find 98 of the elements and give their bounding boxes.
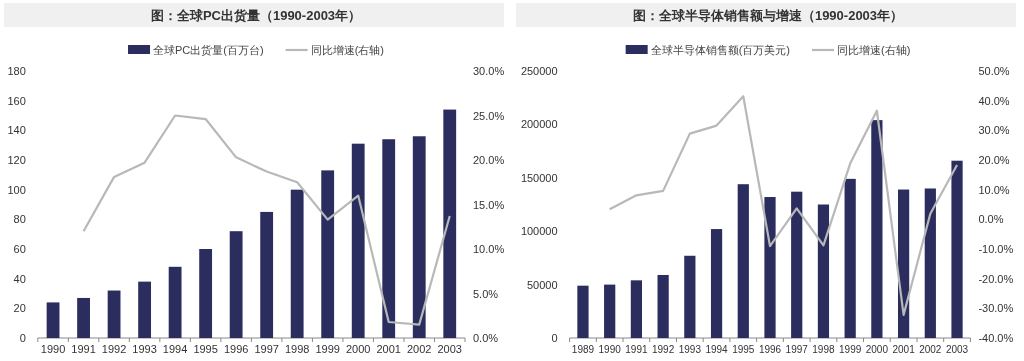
legend-label: 同比增速(右轴) [310, 44, 384, 56]
x-tick-label: 1997 [254, 343, 279, 355]
y-tick-label: 180 [7, 65, 26, 77]
bar [412, 136, 426, 338]
x-tick-label: 1994 [162, 343, 188, 355]
y-tick-label: 250000 [520, 65, 558, 77]
bar [577, 285, 589, 338]
y-tick-label: 60 [13, 243, 26, 255]
x-tick-label: 2003 [945, 344, 969, 355]
bar [46, 302, 60, 338]
bar [630, 280, 643, 338]
x-tick-label: 1997 [785, 344, 809, 355]
y2-tick-label: -40.0% [978, 332, 1014, 344]
y2-tick-label: -30.0% [978, 302, 1014, 315]
x-tick-label: 1999 [839, 344, 862, 355]
y2-tick-label: 40.0% [978, 94, 1010, 107]
bar [382, 139, 396, 338]
y-tick-label: 80 [13, 213, 26, 226]
x-tick-label: 2000 [865, 344, 889, 355]
y-tick-label: 100000 [520, 225, 558, 238]
x-tick-label: 1992 [651, 344, 675, 355]
y2-tick-label: 25.0% [473, 109, 505, 122]
x-tick-label: 2000 [345, 343, 371, 355]
bar [817, 204, 830, 338]
bar [168, 266, 182, 338]
y2-tick-label: 30.0% [978, 124, 1010, 137]
y2-tick-label: 20.0% [473, 154, 505, 166]
x-tick-label: 2001 [376, 343, 401, 355]
bar [871, 120, 883, 338]
bar [924, 188, 936, 338]
bar [77, 297, 90, 338]
x-tick-label: 1998 [284, 343, 310, 355]
line-series [608, 95, 959, 316]
bar [260, 211, 274, 338]
bar [199, 249, 213, 338]
x-tick-label: 1999 [315, 343, 340, 355]
bar [138, 281, 152, 338]
x-tick-label: 1993 [132, 343, 157, 355]
y-tick-label: 0 [551, 332, 558, 344]
legend-label: 全球半导体销售额(百万美元) [650, 44, 790, 56]
y-tick-label: 150000 [520, 171, 558, 184]
y2-tick-label: -20.0% [978, 272, 1014, 285]
bar [321, 170, 335, 338]
x-tick-label: 1994 [705, 344, 729, 355]
x-tick-label: 2002 [406, 343, 432, 355]
x-tick-label: 1991 [625, 344, 648, 355]
y-tick-label: 50000 [527, 278, 558, 291]
x-tick-label: 2002 [919, 344, 942, 355]
y-tick-label: 120 [7, 154, 26, 166]
chart-title: 图：全球PC出货量（1990-2003年） [150, 8, 362, 23]
y-tick-label: 200000 [520, 118, 558, 131]
bar [351, 143, 365, 338]
x-tick-label: 1989 [571, 344, 595, 355]
x-tick-label: 1990 [40, 343, 66, 355]
x-tick-label: 2003 [437, 343, 462, 355]
x-tick-label: 1995 [193, 343, 218, 355]
y2-tick-label: -10.0% [978, 243, 1014, 255]
bar [604, 284, 616, 338]
x-tick-label: 1990 [598, 344, 622, 355]
bar [764, 197, 776, 338]
y2-tick-label: 10.0% [473, 243, 505, 255]
y2-tick-label: 20.0% [978, 154, 1010, 166]
y-tick-label: 20 [13, 302, 26, 315]
bar [684, 255, 696, 338]
y-tick-label: 0 [19, 332, 26, 344]
bar [844, 178, 856, 338]
y2-tick-label: 0.0% [978, 213, 1004, 226]
x-tick-label: 1992 [101, 343, 127, 355]
x-tick-label: 2001 [892, 344, 916, 355]
bar [657, 274, 669, 338]
y2-tick-label: 0.0% [473, 332, 499, 344]
y-tick-label: 140 [7, 124, 26, 137]
legend-label: 同比增速(右轴) [837, 44, 911, 56]
x-tick-label: 1995 [732, 344, 755, 355]
x-tick-label: 1993 [678, 344, 702, 355]
chart-title: 图：全球半导体销售额与增速（1990-2003年） [632, 8, 904, 23]
y2-tick-label: 50.0% [978, 65, 1010, 77]
y-tick-label: 100 [7, 183, 26, 196]
x-tick-label: 1996 [223, 343, 249, 355]
bar [737, 184, 749, 338]
bar [443, 109, 457, 338]
y2-tick-label: 5.0% [473, 287, 499, 300]
bar [107, 290, 121, 338]
line-series [82, 114, 451, 326]
x-tick-label: 1996 [758, 344, 782, 355]
y-tick-label: 40 [13, 272, 26, 285]
bar [951, 160, 963, 338]
bar [791, 191, 803, 338]
y2-tick-label: 10.0% [978, 183, 1010, 196]
bar [290, 189, 304, 338]
bar [710, 229, 723, 338]
y-tick-label: 160 [7, 94, 26, 107]
y2-tick-label: 30.0% [473, 65, 505, 77]
legend-label: 全球PC出货量(百万台) [153, 44, 264, 56]
bar [229, 231, 243, 338]
y2-tick-label: 15.0% [473, 198, 505, 211]
x-tick-label: 1991 [71, 343, 96, 355]
x-tick-label: 1998 [812, 344, 835, 355]
